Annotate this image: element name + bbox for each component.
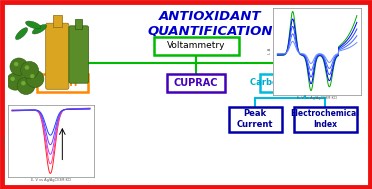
Text: Electrochemical
Index: Electrochemical Index	[291, 109, 359, 129]
FancyBboxPatch shape	[260, 74, 350, 91]
Circle shape	[17, 77, 35, 94]
FancyBboxPatch shape	[36, 74, 87, 91]
FancyBboxPatch shape	[154, 36, 238, 54]
Circle shape	[6, 73, 24, 90]
FancyBboxPatch shape	[294, 106, 356, 132]
Circle shape	[21, 81, 26, 85]
Y-axis label: I, A: I, A	[268, 48, 272, 54]
Text: Peak
Current: Peak Current	[237, 109, 273, 129]
Circle shape	[30, 74, 35, 78]
Text: CUPRAC: CUPRAC	[174, 77, 218, 88]
Y-axis label: I, A: I, A	[3, 138, 7, 144]
Text: Carbon Paste Electrode: Carbon Paste Electrode	[250, 78, 360, 87]
Ellipse shape	[26, 21, 41, 29]
FancyBboxPatch shape	[69, 26, 89, 83]
FancyBboxPatch shape	[228, 106, 282, 132]
Circle shape	[10, 58, 28, 75]
Text: DPPH: DPPH	[47, 77, 77, 88]
Ellipse shape	[16, 28, 28, 40]
Text: QUANTIFICATION: QUANTIFICATION	[147, 25, 273, 37]
Circle shape	[10, 77, 15, 81]
Circle shape	[25, 65, 29, 70]
Circle shape	[26, 70, 44, 88]
FancyBboxPatch shape	[167, 74, 225, 91]
X-axis label: E, V vs Ag/AgCl/3M KCl: E, V vs Ag/AgCl/3M KCl	[297, 96, 337, 100]
Circle shape	[14, 62, 19, 66]
Ellipse shape	[32, 25, 46, 34]
FancyBboxPatch shape	[53, 15, 62, 27]
FancyBboxPatch shape	[46, 23, 69, 89]
Text: Voltammetry: Voltammetry	[167, 41, 225, 50]
Text: ANTIOXIDANT: ANTIOXIDANT	[159, 11, 261, 23]
X-axis label: E, V vs Ag/AgCl/3M KCl: E, V vs Ag/AgCl/3M KCl	[31, 178, 71, 182]
FancyBboxPatch shape	[75, 19, 82, 29]
Circle shape	[21, 61, 39, 79]
